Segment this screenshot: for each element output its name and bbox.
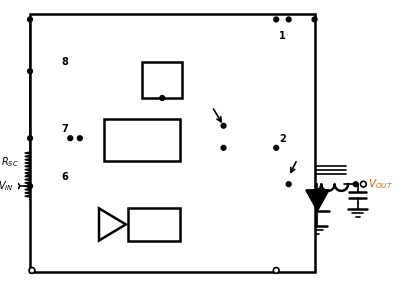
Text: 1: 1 (279, 31, 286, 41)
Circle shape (221, 145, 226, 150)
Bar (70, 33, 286, 265)
Circle shape (77, 136, 82, 141)
Circle shape (221, 123, 226, 128)
Text: 6: 6 (61, 172, 69, 182)
Circle shape (28, 17, 33, 22)
Circle shape (286, 182, 291, 186)
Circle shape (28, 69, 33, 74)
Bar (128, 208, 181, 241)
Bar (142, 61, 182, 98)
Polygon shape (306, 190, 329, 210)
Text: 7: 7 (61, 124, 69, 134)
Circle shape (68, 136, 73, 141)
Circle shape (29, 267, 35, 273)
Bar (30, 14, 315, 272)
Circle shape (14, 183, 20, 189)
Circle shape (353, 182, 358, 186)
Circle shape (28, 136, 33, 141)
Polygon shape (99, 208, 126, 241)
Circle shape (361, 181, 366, 187)
Circle shape (274, 17, 279, 22)
Circle shape (273, 267, 279, 273)
Text: 8: 8 (61, 57, 69, 67)
Circle shape (274, 145, 279, 150)
Circle shape (312, 17, 317, 22)
Text: $R_{SC}$: $R_{SC}$ (1, 155, 18, 169)
Text: $V_{IN}$: $V_{IN}$ (0, 179, 14, 193)
Circle shape (286, 17, 291, 22)
Text: 2: 2 (279, 134, 286, 144)
Circle shape (160, 96, 165, 100)
Bar (104, 119, 181, 161)
Circle shape (28, 184, 33, 188)
Text: $V_{OUT}$: $V_{OUT}$ (368, 177, 393, 191)
